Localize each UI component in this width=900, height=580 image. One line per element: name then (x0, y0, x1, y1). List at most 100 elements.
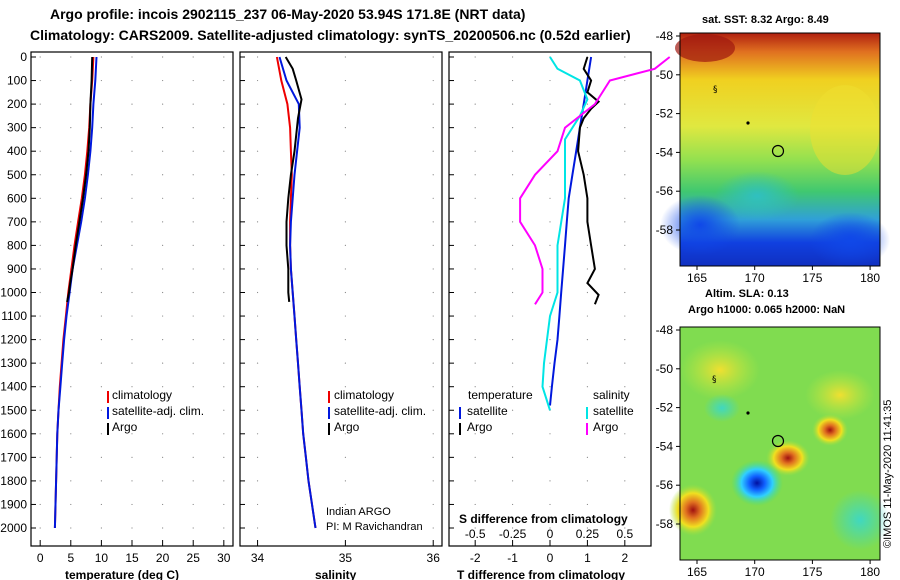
title-line-1: Argo profile: incois 2902115_237 06-May-… (50, 6, 525, 22)
grid-dot (474, 291, 476, 294)
grid-dot (223, 56, 225, 58)
grid-dot (474, 433, 476, 435)
grid-dot (256, 291, 259, 294)
grid-dot (549, 339, 551, 341)
grid-dot (162, 456, 164, 458)
depth-tick-label: 1800 (0, 474, 27, 488)
grid-dot (39, 362, 41, 364)
map-lat-label: -50 (656, 362, 674, 376)
grid-dot (162, 315, 164, 317)
depth-tick-label: 1500 (0, 403, 27, 417)
grid-dot (586, 362, 589, 364)
s-difference-label: S difference from climatology (459, 512, 628, 526)
grid-dot (432, 433, 434, 435)
grid-dot (474, 480, 476, 482)
grid-dot (432, 480, 434, 482)
grid-dot (586, 291, 589, 294)
grid-dot (432, 527, 434, 529)
grid-dot (474, 197, 476, 199)
grid-dot (549, 268, 551, 270)
map-lon-label: 175 (802, 271, 822, 285)
grid-dot (223, 527, 225, 529)
grid-dot (586, 103, 589, 105)
grid-dot (70, 386, 72, 388)
grid-dot (474, 268, 476, 270)
grid-dot (223, 197, 225, 199)
x-tick-label: 35 (339, 551, 353, 565)
grid-dot (511, 409, 514, 411)
grid-dot (192, 103, 194, 105)
grid-dot (624, 174, 626, 176)
salinity-panel: 34 35 36 salinity climatology satellite-ad… (239, 51, 443, 580)
grid-dot (162, 268, 164, 270)
grid-dot (70, 480, 72, 482)
sla-feature (680, 340, 760, 400)
grid-dot (474, 456, 476, 458)
grid-dot (624, 197, 626, 199)
depth-tick-label: 1100 (1, 309, 27, 323)
grid-dot (100, 409, 102, 411)
grid-dot (549, 503, 551, 506)
sla-feature (731, 460, 783, 506)
grid-dot (586, 456, 589, 458)
grid-dot (624, 480, 626, 482)
grid-dot (39, 197, 41, 199)
temperature-frame (30, 51, 234, 547)
grid-dot (511, 291, 514, 294)
grid-dot (549, 79, 551, 82)
imos-watermark: ©IMOS 11-May-2020 11:41:35 (882, 400, 894, 548)
legend-t-satellite: satellite (467, 404, 508, 418)
series-argo (66, 56, 94, 303)
map-lat-label: -52 (656, 107, 674, 121)
sst-feature (675, 34, 735, 62)
grid-dot (39, 268, 41, 270)
grid-dot (432, 409, 434, 411)
grid-dot (549, 456, 551, 458)
map-lon-label: 175 (802, 565, 822, 579)
map-lon-label: 180 (860, 271, 880, 285)
grid-dot (100, 480, 102, 482)
legend-climatology: climatology (112, 388, 172, 402)
grid-dot (344, 197, 346, 199)
s-tick-label: -0.5 (465, 527, 486, 541)
grid-dot (511, 79, 514, 82)
legend-satellite: satellite-adj. clim. (112, 404, 204, 418)
depth-tick-label: 1600 (0, 427, 27, 441)
grid-dot (432, 386, 434, 388)
grid-dot (223, 79, 225, 82)
grid-dot (192, 433, 194, 435)
depth-tick-label: 1900 (0, 497, 27, 511)
grid-dot (70, 174, 72, 176)
grid-dot (192, 291, 194, 294)
argo-position-marker (771, 144, 785, 158)
island-marker: § (712, 375, 717, 385)
grid-dot (474, 527, 476, 529)
grid-dot (100, 456, 102, 458)
depth-tick-label: 600 (7, 191, 27, 205)
grid-dot (474, 409, 476, 411)
grid-dot (586, 480, 589, 482)
grid-dot (344, 79, 346, 82)
grid-dot (162, 79, 164, 82)
grid-dot (474, 221, 476, 223)
series-salinity-satellite (541, 56, 589, 411)
sla-feature (830, 490, 890, 550)
grid-dot (223, 174, 225, 176)
map-lat-label: -56 (656, 478, 674, 492)
sla-feature (766, 440, 810, 476)
grid-dot (223, 362, 225, 364)
grid-dot (70, 362, 72, 364)
grid-dot (192, 127, 194, 129)
grid-dot (162, 409, 164, 411)
grid-dot (131, 268, 133, 270)
grid-dot (474, 56, 476, 58)
depth-tick-label: 800 (7, 238, 27, 252)
grid-dot (256, 386, 259, 388)
legend-t-argo: Argo (467, 420, 493, 434)
grid-dot (624, 409, 626, 411)
grid-dot (223, 339, 225, 341)
grid-dot (624, 221, 626, 223)
grid-dot (344, 268, 346, 270)
x-tick-label: 1 (584, 551, 591, 565)
